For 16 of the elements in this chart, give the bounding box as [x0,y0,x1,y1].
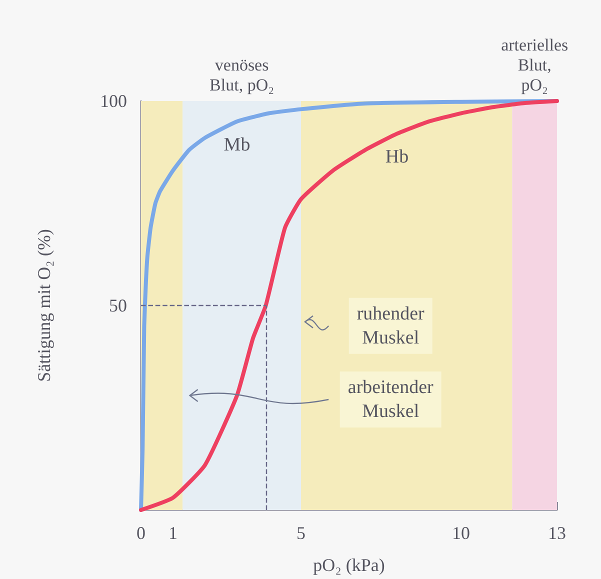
annotation: arbeitender Muskel [348,376,434,422]
x-tick-label: 1 [168,523,178,543]
x-tick-label: 13 [548,523,566,543]
y-axis-title: Sättigung mit O₂ (%) [34,229,54,382]
x-axis-title: pO₂ (kPa) [313,555,385,575]
band-label: arterielles Blut, pO₂ [501,36,568,94]
y-tick-label: 50 [109,296,127,316]
band-label: venöses Blut, pO₂ [210,56,274,94]
series-label: Mb [224,134,250,156]
x-tick-label: 0 [136,523,146,543]
line-series [139,99,559,512]
y-tick-label: 100 [100,91,127,111]
x-tick-label: 10 [452,523,470,543]
x-tick-label: 5 [296,523,306,543]
series-label: Hb [385,146,409,168]
annotation: ruhender Muskel [356,303,426,348]
